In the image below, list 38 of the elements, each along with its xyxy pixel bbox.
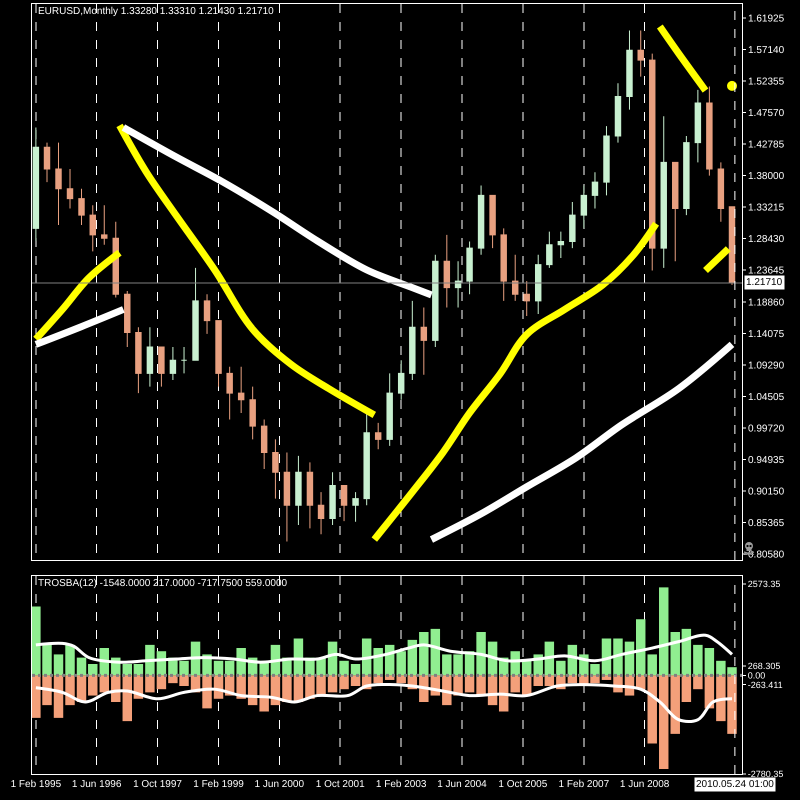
ref-line-label: 2010.05.24 01:00: [696, 779, 774, 790]
y-tick-label: 1.47570: [748, 108, 785, 119]
y-tick-label: 0.00: [748, 670, 766, 680]
chart-title: TROSBA(12) -1548.0000 217.0000 -717.7500 559.0000: [38, 578, 288, 589]
y-tick-label: 1.57140: [748, 44, 785, 56]
y-tick-label: 1.14075: [748, 328, 785, 340]
x-tick-label: 1 Feb 1999: [193, 779, 244, 790]
y-tick-label: 1.38000: [748, 171, 785, 182]
x-tick-label: 1 Oct 2001: [316, 779, 366, 790]
y-tick-label: 1.52355: [748, 76, 785, 88]
y-tick-label: 2573.35: [748, 579, 780, 590]
y-tick-label: 1.33215: [748, 202, 785, 214]
y-tick-label: 0.85365: [748, 518, 785, 530]
x-tick-label: 1 Jun 1996: [72, 779, 122, 790]
y-tick-label: 268.305: [748, 660, 780, 671]
y-tick-label: 1.09290: [748, 360, 785, 372]
y-tick-label: 1.18860: [748, 297, 785, 308]
y-tick-label: -2780.35: [748, 769, 784, 780]
y-tick-label: 1.04505: [748, 392, 785, 403]
y-tick-label: 1.28430: [748, 234, 785, 246]
y-tick-label: 1.61925: [748, 13, 785, 24]
y-tick-label: 0.90150: [748, 486, 785, 498]
y-tick-label: 0.94935: [748, 455, 785, 466]
y-tick-label: 1.23645: [748, 266, 785, 277]
y-tick-label: 0.99720: [748, 423, 785, 434]
x-tick-label: 1 Oct 1997: [133, 779, 182, 790]
x-tick-label: 1 Feb 2003: [376, 779, 427, 790]
y-tick-label: 1.42785: [748, 140, 785, 151]
y-tick-label: 0.80580: [748, 550, 785, 561]
x-tick-label: 1 Feb 1995: [10, 779, 62, 790]
chart-title: EURUSD,Monthly 1.33280 1.33310 1.21430 1.21710: [38, 6, 274, 17]
x-tick-label: 1 Oct 2005: [498, 779, 548, 790]
x-tick-label: 1 Jun 2008: [620, 779, 670, 790]
x-tick-label: 1 Jun 2004: [437, 779, 488, 790]
y-tick-label: -263.411: [748, 680, 783, 690]
x-tick-label: 1 Jun 2000: [254, 779, 304, 790]
x-tick-label: 1 Feb 2007: [558, 779, 610, 790]
ref-line-label: 1.21710: [746, 277, 783, 288]
